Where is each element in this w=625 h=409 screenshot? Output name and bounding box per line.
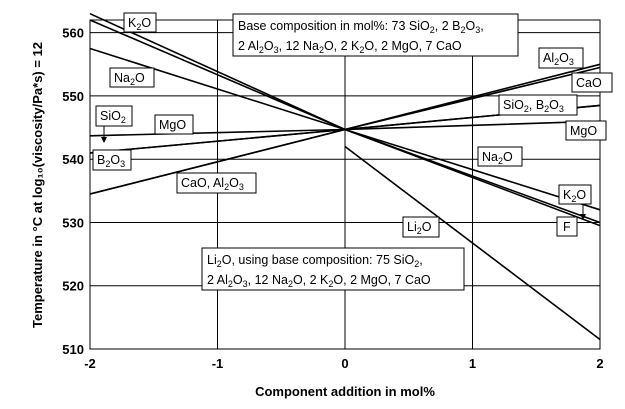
svg-text:MgO: MgO	[159, 118, 186, 132]
label-li2o: Li2​O	[402, 216, 440, 238]
li2o-composition-line-1: Li2​O, using base composition: 75 SiO2​,	[207, 253, 423, 269]
x-tick-label: 2	[596, 356, 603, 371]
k2o-arrowhead	[580, 214, 586, 220]
sio2-arrowhead	[101, 137, 107, 143]
x-tick-label: -2	[84, 356, 96, 371]
svg-text:Al2​O3​: Al2​O3​	[543, 51, 574, 67]
svg-text:Na2​O: Na2​O	[114, 71, 145, 87]
svg-text:B2​O3​: B2​O3​	[97, 153, 125, 169]
label-na2o-left: Na2​O	[109, 67, 155, 88]
label-k2o-right: K2​O	[558, 184, 592, 205]
label-f-right: F	[556, 216, 578, 237]
series-line-f	[89, 12, 601, 227]
svg-text:CaO, Al2​O3​: CaO, Al2​O3​	[181, 176, 244, 192]
tick-labels: -2 -1 0 1 2 510 520 530 540 550 560	[62, 26, 603, 371]
grid	[90, 20, 600, 350]
svg-text:MgO: MgO	[570, 124, 597, 138]
y-tick-label: 560	[62, 26, 84, 41]
svg-text:Na2​O: Na2​O	[482, 150, 513, 166]
label-b2o3-left: B2​O3​	[92, 149, 132, 171]
label-mgo-right: MgO	[565, 120, 607, 141]
svg-text:K2​O: K2​O	[563, 188, 586, 204]
label-mgo-left: MgO	[154, 114, 194, 135]
y-tick-label: 530	[62, 215, 84, 230]
label-na2o-right: Na2​O	[477, 146, 523, 167]
y-tick-label: 540	[62, 152, 84, 167]
base-composition-annotation: Base composition in mol%: 73 SiO2​, 2 B2…	[232, 13, 519, 57]
svg-text:CaO: CaO	[576, 76, 602, 90]
y-axis-title: Temperature in °C at log₁₀(viscosity/Pa*…	[30, 42, 45, 328]
label-al2o3-right: Al2​O3​	[538, 47, 584, 69]
label-sio2-b2o3-right: SiO2​, B2​O3​	[498, 94, 578, 116]
y-tick-label: 520	[62, 279, 84, 294]
y-tick-label: 510	[62, 342, 84, 357]
svg-text:K2​O: K2​O	[128, 16, 151, 32]
x-axis-title: Component addition in mol%	[255, 384, 435, 399]
y-tick-label: 550	[62, 89, 84, 104]
svg-text:F: F	[563, 220, 571, 234]
svg-text:Li2​O: Li2​O	[407, 220, 432, 236]
base-composition-line-1: Base composition in mol%: 73 SiO2​, 2 B2…	[238, 19, 484, 35]
series-labels: K2​O Na2​O SiO2​ MgO B2​O3​ CaO, Al2​O3​…	[92, 12, 613, 238]
svg-text:SiO2​: SiO2​	[100, 109, 126, 125]
leader-arrows	[101, 126, 586, 220]
series-line-li2o	[344, 145, 601, 341]
x-tick-label: 1	[469, 356, 476, 371]
li2o-composition-annotation: Li2​O, using base composition: 75 SiO2​,…	[201, 247, 465, 291]
base-composition-line-2: 2 Al2​O3​, 12 Na2​O, 2 K2​O, 2 MgO, 7 Ca…	[238, 39, 462, 55]
li2o-composition-line-2: 2 Al2​O3​, 12 Na2​O, 2 K2​O, 2 MgO, 7 Ca…	[207, 273, 431, 289]
label-cao-right: CaO	[571, 72, 613, 93]
label-k2o-left: K2​O	[123, 12, 157, 33]
label-cao-al2o3-left: CaO, Al2​O3​	[176, 172, 257, 194]
x-tick-label: 0	[341, 356, 348, 371]
x-tick-label: -1	[212, 356, 224, 371]
label-sio2-left: SiO2​	[95, 105, 133, 127]
svg-text:SiO2​, B2​O3​: SiO2​, B2​O3​	[503, 98, 564, 114]
